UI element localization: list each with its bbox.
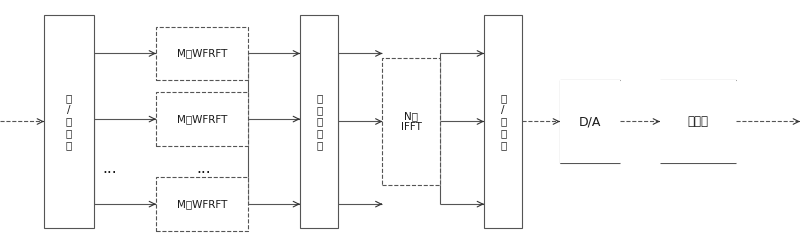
- Text: M路WFRFT: M路WFRFT: [177, 114, 227, 124]
- Text: ···: ···: [102, 166, 117, 181]
- Text: M路WFRFT: M路WFRFT: [177, 199, 227, 209]
- Bar: [560, 80, 620, 163]
- Bar: [300, 15, 338, 228]
- Bar: [660, 80, 736, 163]
- Text: 串
/
并
转
换: 串 / 并 转 换: [66, 93, 72, 150]
- Bar: [156, 92, 248, 146]
- Text: D/A: D/A: [579, 115, 601, 128]
- Text: 上变频: 上变频: [687, 115, 709, 128]
- Bar: [44, 15, 94, 228]
- Bar: [156, 177, 248, 231]
- Text: N路
IFFT: N路 IFFT: [401, 111, 422, 132]
- Bar: [484, 15, 522, 228]
- Text: M路WFRFT: M路WFRFT: [177, 48, 227, 59]
- Bar: [156, 27, 248, 80]
- Text: 并
/
串
转
换: 并 / 串 转 换: [500, 93, 506, 150]
- Text: 子
载
波
映
射: 子 载 波 映 射: [316, 93, 322, 150]
- Text: ···: ···: [197, 166, 211, 181]
- Bar: [382, 58, 440, 185]
